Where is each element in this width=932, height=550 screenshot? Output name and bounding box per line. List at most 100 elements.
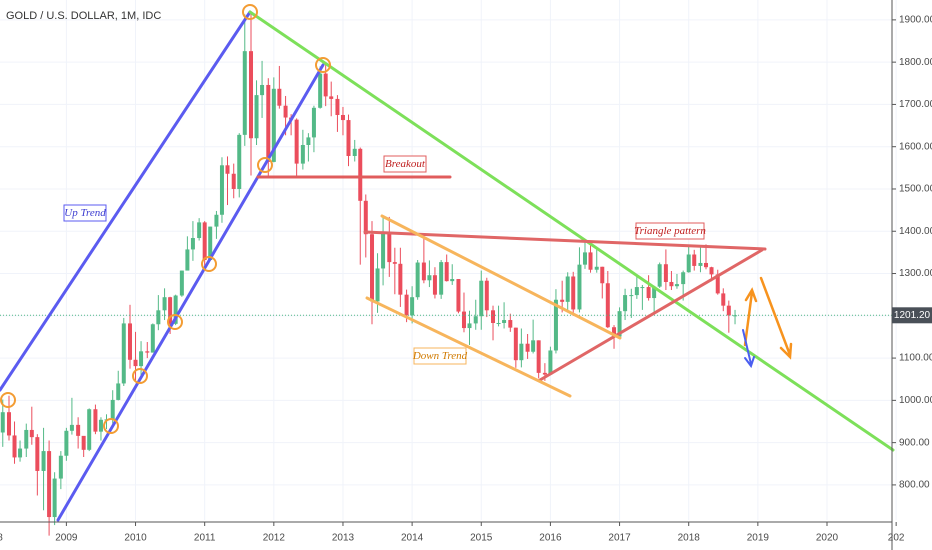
candle-body bbox=[525, 343, 530, 352]
y-tick-label: 1900.00 bbox=[899, 15, 932, 26]
last-price-label: 1201.20 bbox=[894, 310, 931, 321]
x-tick-label: 2012 bbox=[263, 533, 286, 544]
arrows bbox=[742, 276, 793, 369]
candle-body bbox=[623, 295, 628, 312]
candle-body bbox=[450, 279, 455, 282]
candle-body bbox=[76, 424, 81, 436]
candle-body bbox=[456, 279, 461, 312]
candle-body bbox=[12, 435, 17, 458]
candle-body bbox=[381, 233, 386, 269]
y-tick-label: 1600.00 bbox=[899, 141, 932, 152]
candle-body bbox=[392, 262, 397, 264]
x-tick-label: 2009 bbox=[55, 533, 78, 544]
candle-body bbox=[531, 340, 536, 352]
arrow-up bbox=[743, 287, 758, 347]
candle-body bbox=[35, 437, 40, 471]
candle-body bbox=[277, 88, 282, 106]
candle-body bbox=[398, 263, 403, 295]
y-tick-label: 1400.00 bbox=[899, 226, 932, 237]
x-tick-label: 2019 bbox=[747, 533, 770, 544]
candle-body bbox=[87, 409, 92, 450]
x-tick-label: 202 bbox=[888, 533, 905, 544]
candle-body bbox=[686, 254, 691, 273]
candle-body bbox=[150, 324, 155, 353]
candle-body bbox=[225, 165, 230, 174]
candle-body bbox=[542, 372, 547, 375]
candle-body bbox=[473, 316, 478, 324]
candle-body bbox=[249, 51, 254, 139]
touch-circle bbox=[201, 256, 217, 272]
x-tick-label: 2017 bbox=[608, 533, 631, 544]
candle-body bbox=[363, 200, 368, 235]
touch-circle bbox=[242, 4, 258, 20]
candle-body bbox=[432, 275, 437, 295]
candle-body bbox=[0, 412, 5, 433]
candle-body bbox=[254, 95, 259, 139]
y-tick-label: 1500.00 bbox=[899, 184, 932, 195]
candle-body bbox=[657, 264, 662, 287]
arrow-down bbox=[759, 276, 793, 360]
candle-body bbox=[311, 107, 316, 138]
candle-body bbox=[116, 383, 121, 400]
candle-body bbox=[283, 105, 288, 118]
annotation: Breakout bbox=[385, 158, 426, 170]
candle-body bbox=[444, 262, 449, 282]
candle-body bbox=[548, 350, 553, 375]
label-box bbox=[413, 347, 467, 365]
candle-body bbox=[69, 424, 74, 431]
candle-body bbox=[484, 280, 489, 311]
candle-body bbox=[24, 429, 29, 449]
x-tick-label: 2014 bbox=[401, 533, 424, 544]
candle-body bbox=[93, 409, 98, 432]
candle-body bbox=[81, 435, 86, 450]
candle-body bbox=[600, 266, 605, 284]
candle-body bbox=[335, 98, 340, 115]
candle-body bbox=[479, 280, 484, 317]
candle-body bbox=[565, 276, 570, 302]
candle-body bbox=[47, 451, 52, 518]
candle-body bbox=[156, 310, 161, 325]
touch-circle bbox=[257, 157, 273, 173]
candle-body bbox=[231, 173, 236, 189]
candle-body bbox=[260, 84, 265, 96]
candle-body bbox=[208, 226, 213, 260]
candle-body bbox=[6, 412, 11, 436]
touch-circle bbox=[103, 418, 119, 434]
candle-body bbox=[41, 451, 46, 471]
candle-body bbox=[121, 323, 126, 384]
annotation: Down Trend bbox=[412, 350, 468, 362]
touch-circles bbox=[0, 4, 331, 434]
candle-body bbox=[18, 448, 23, 458]
y-tick-label: 1100.00 bbox=[899, 353, 932, 364]
candle-body bbox=[427, 275, 432, 281]
x-tick-label: 2010 bbox=[124, 533, 147, 544]
candle-body bbox=[271, 88, 276, 162]
candle-body bbox=[404, 294, 409, 316]
candle-body bbox=[162, 297, 167, 311]
candle-body bbox=[139, 351, 144, 367]
candle-body bbox=[242, 51, 247, 135]
candle-body bbox=[358, 148, 363, 201]
candle-body bbox=[110, 399, 115, 420]
candle-body bbox=[721, 293, 726, 306]
candle-body bbox=[502, 320, 507, 323]
touch-circle bbox=[167, 314, 183, 330]
triangle-line bbox=[363, 230, 767, 251]
x-tick-label: 2013 bbox=[332, 533, 355, 544]
last-price-box bbox=[892, 307, 932, 324]
annotation: Up Trend bbox=[64, 207, 106, 219]
candle-body bbox=[703, 262, 708, 268]
candle-body bbox=[340, 114, 345, 121]
candle-body bbox=[202, 222, 207, 260]
y-tick-label: 1300.00 bbox=[899, 268, 932, 279]
candle-body bbox=[726, 305, 731, 316]
candle-body bbox=[634, 287, 639, 296]
candle-body bbox=[605, 283, 610, 328]
candle-body bbox=[346, 120, 351, 156]
y-tick-label: 1800.00 bbox=[899, 57, 932, 68]
down-channel-line bbox=[380, 214, 622, 340]
candle-body bbox=[352, 148, 357, 156]
x-tick-label: 2011 bbox=[194, 533, 216, 544]
drawings bbox=[0, 4, 895, 522]
